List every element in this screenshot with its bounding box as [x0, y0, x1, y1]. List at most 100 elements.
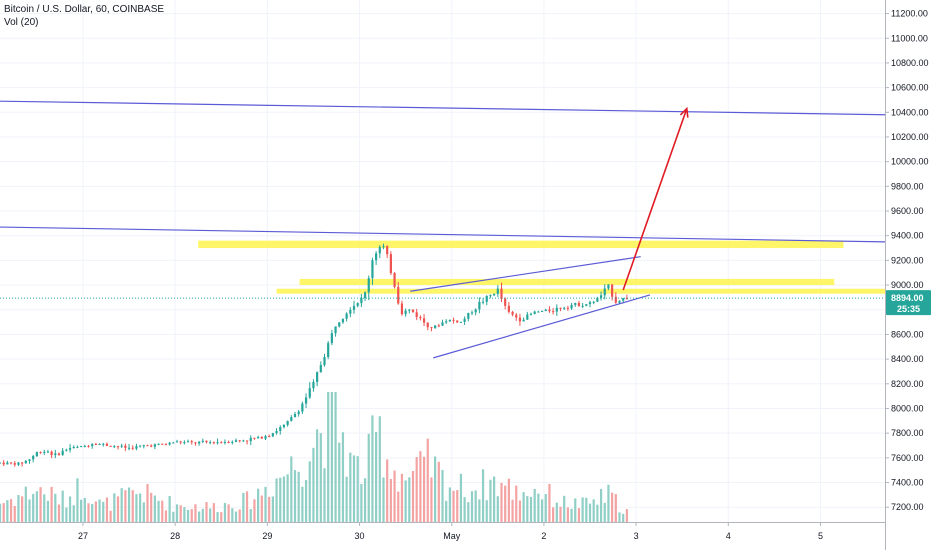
- volume-bar: [537, 493, 540, 522]
- candle-body: [625, 297, 628, 299]
- candle-body: [190, 441, 193, 443]
- candle-body: [363, 292, 367, 299]
- candle-body: [39, 452, 42, 454]
- candle-body: [238, 440, 241, 442]
- volume-bar: [220, 512, 223, 522]
- candle-body: [603, 288, 606, 296]
- candle-body: [223, 441, 227, 443]
- volume-bar: [555, 502, 558, 522]
- candle-body: [43, 451, 46, 453]
- volume-bar: [367, 433, 370, 522]
- candle-body: [607, 284, 610, 289]
- volume-bar: [607, 484, 610, 522]
- candle-body: [50, 451, 53, 456]
- candle-body: [161, 443, 164, 445]
- chart-legend: Bitcoin / U.S. Dollar, 60, COINBASE Vol …: [4, 3, 164, 29]
- candle-body: [496, 288, 499, 294]
- volume-bar: [448, 487, 451, 522]
- volume-bar: [157, 500, 160, 522]
- candle-body: [338, 322, 341, 327]
- volume-bar: [72, 505, 75, 522]
- volume-bar: [102, 501, 105, 522]
- candle-body: [76, 446, 79, 448]
- x-tick-label: 27: [78, 531, 88, 541]
- candle-countdown: 25:35: [897, 304, 920, 314]
- candle-body: [334, 326, 337, 334]
- candle-body: [127, 447, 131, 449]
- volume-bar: [485, 500, 488, 522]
- candle-body: [286, 420, 289, 425]
- volume-bar: [625, 509, 628, 522]
- volume-bar: [570, 508, 573, 522]
- volume-bar: [68, 496, 72, 522]
- candle-body: [411, 309, 415, 313]
- volume-bar: [349, 452, 352, 522]
- volume-bar: [268, 496, 271, 522]
- candle-body: [35, 452, 38, 457]
- y-tick-label: 8200.00: [891, 379, 924, 389]
- volume-bar: [50, 486, 53, 522]
- volume-bar: [164, 510, 168, 522]
- candle-body: [540, 310, 544, 312]
- volume-bar: [330, 392, 333, 522]
- candle-body: [68, 448, 72, 450]
- volume-bar: [548, 483, 551, 522]
- volume-bar: [109, 510, 112, 522]
- candle-body: [518, 317, 522, 322]
- volume-bar: [393, 470, 396, 522]
- candle-body: [212, 442, 215, 444]
- candle-body: [264, 436, 267, 439]
- drawing-layer: [0, 100, 886, 359]
- candle-body: [124, 445, 127, 448]
- volume-bar: [566, 507, 569, 522]
- volume-bar: [183, 507, 186, 522]
- time-axis-bg: [0, 522, 885, 550]
- volume-bar: [563, 495, 566, 522]
- volume-bar: [186, 509, 190, 522]
- volume-bar: [341, 432, 345, 522]
- candle-body: [345, 313, 348, 319]
- volume-bar: [378, 416, 381, 522]
- candle-body: [183, 442, 186, 444]
- candle-body: [268, 436, 271, 438]
- candle-body: [17, 462, 20, 465]
- volume-bar: [529, 496, 533, 522]
- candle-body: [80, 446, 83, 448]
- candle-body: [172, 442, 175, 444]
- x-tick-label: 5: [818, 531, 823, 541]
- volume-bar: [518, 500, 522, 522]
- y-tick-label: 10200.00: [891, 132, 929, 142]
- candle-body: [227, 441, 230, 443]
- volume-bar: [618, 512, 621, 522]
- volume-bar: [496, 496, 499, 522]
- candle-body: [312, 381, 315, 389]
- candle-body: [6, 462, 9, 465]
- volume-bar: [293, 470, 297, 522]
- candle-body: [308, 388, 311, 398]
- volume-bar: [540, 499, 544, 522]
- candle-body: [113, 446, 116, 448]
- candle-body: [275, 431, 278, 434]
- volume-bar: [290, 456, 293, 522]
- candle-body: [142, 445, 145, 447]
- candle-body: [563, 307, 566, 309]
- candle-body: [533, 311, 536, 314]
- candle-body: [400, 303, 404, 315]
- volume-bar: [201, 508, 204, 522]
- candle-body: [529, 313, 533, 315]
- candle-body: [109, 445, 112, 447]
- volume-bar: [275, 478, 278, 522]
- candle-body: [168, 442, 171, 445]
- volume-bar: [493, 476, 496, 522]
- volume-bar: [611, 492, 614, 522]
- volume-bar: [452, 490, 455, 522]
- volume-bar: [175, 504, 179, 522]
- volume-bar: [592, 499, 595, 522]
- candle-body: [622, 297, 625, 301]
- candle-body: [356, 303, 359, 306]
- candle-body: [367, 278, 370, 293]
- y-tick-label: 11000.00: [891, 33, 928, 43]
- y-tick-label: 7800.00: [891, 428, 924, 438]
